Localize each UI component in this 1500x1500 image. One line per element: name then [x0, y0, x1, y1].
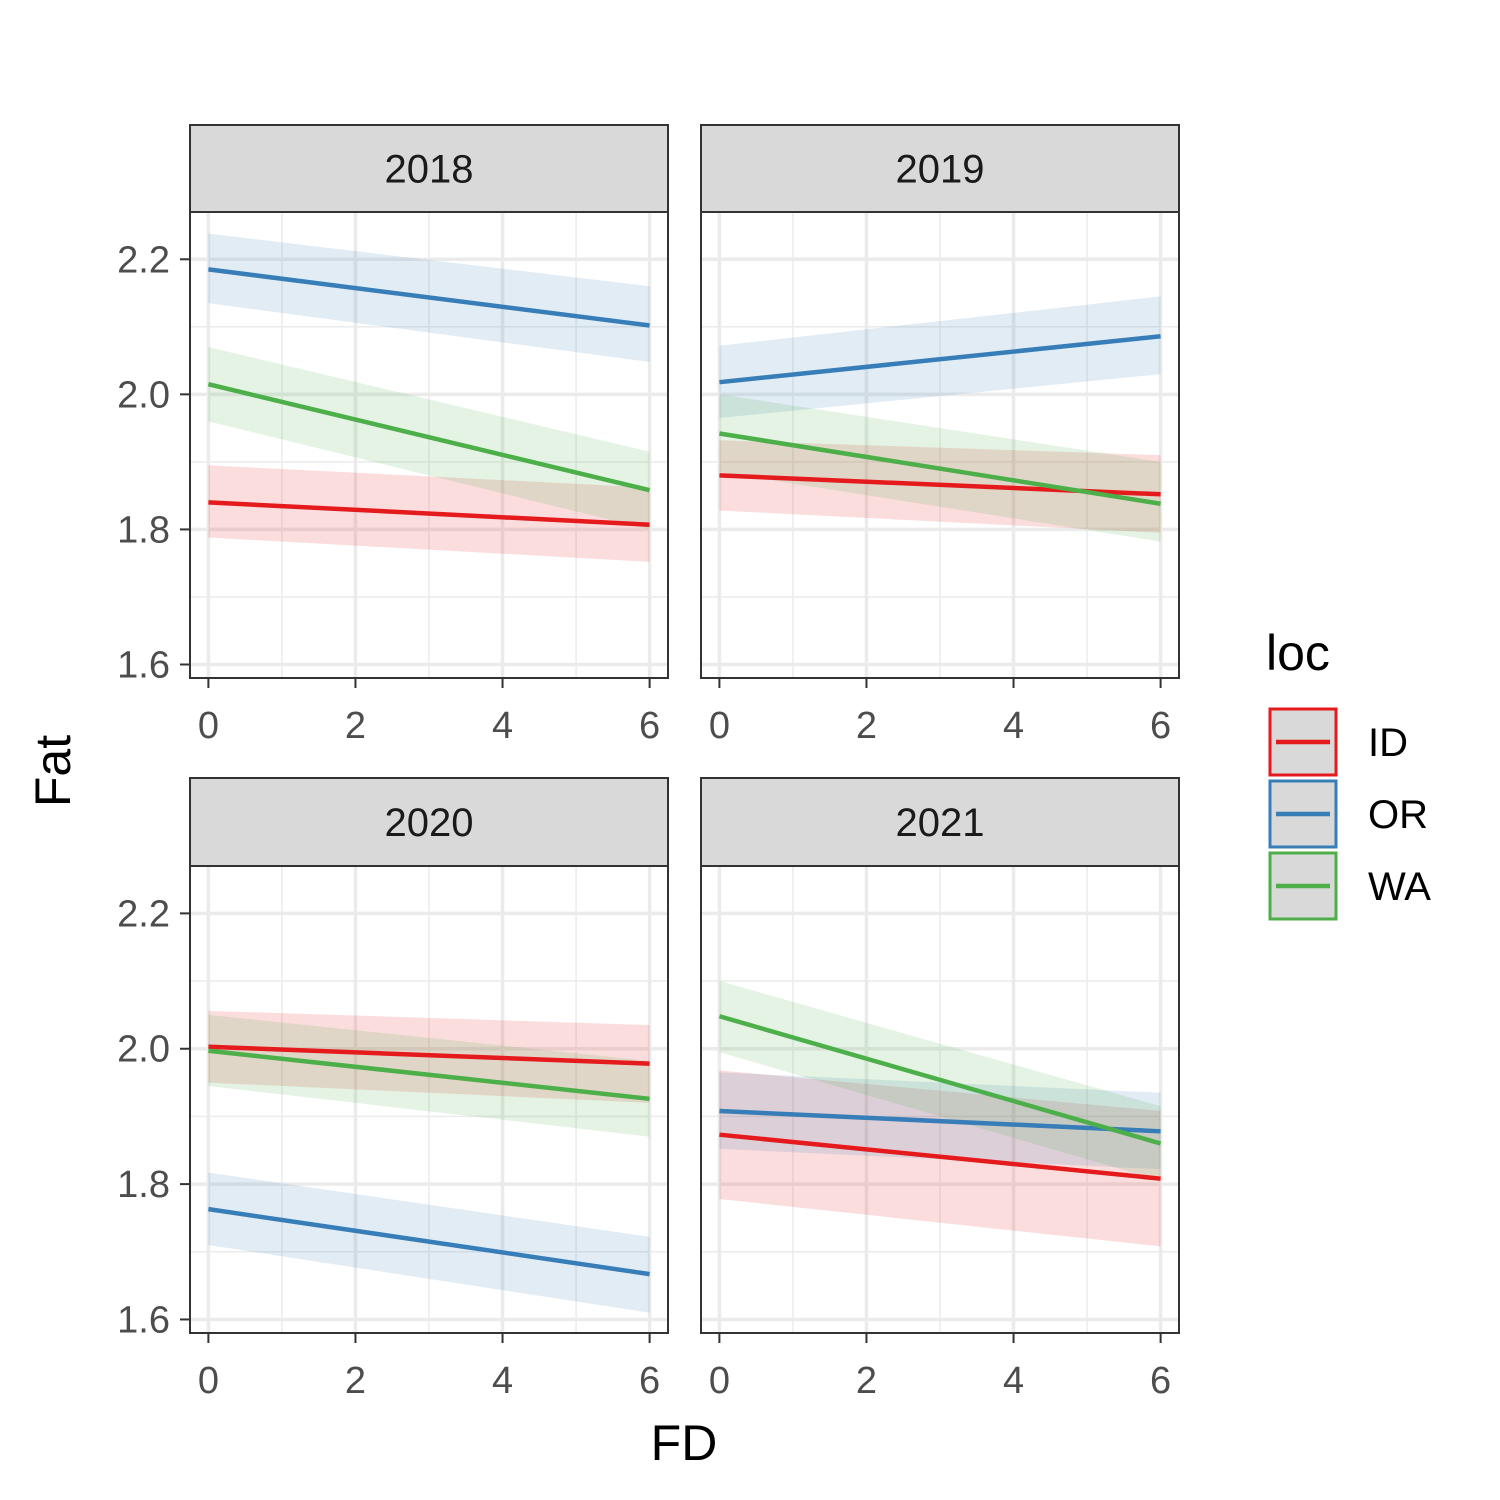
x-tick-label: 2 [345, 705, 366, 747]
x-tick-label: 2 [345, 1360, 366, 1402]
series-line-OR [208, 1206, 650, 1277]
x-tick-label: 6 [1150, 1360, 1171, 1402]
y-tick-label: 2.2 [117, 239, 170, 281]
facet-panel-2020: 2020 0 2 4 6 1.6 1.8 2.0 2.2 [117, 777, 669, 1402]
series-line-ID [208, 500, 650, 527]
x-tick-label: 0 [709, 1360, 730, 1402]
x-tick-label: 6 [639, 705, 660, 747]
facet-strip-label: 2019 [896, 148, 985, 192]
facet-strip [189, 777, 669, 867]
x-tick-label: 6 [639, 1360, 660, 1402]
y-axis-title: Fat [25, 735, 81, 807]
facet-panels: 2018 0 2 4 6 1.6 1.8 2.0 2.2 2019 0 2 4 6 2020 0 2 4 6 1.6 1… [117, 124, 1180, 1402]
x-tick-label: 4 [492, 1360, 513, 1402]
legend-label: OR [1368, 793, 1428, 837]
facet-strip [189, 124, 669, 213]
facet-panel-2021: 2021 0 2 4 6 [700, 777, 1180, 1402]
series-line-ID [208, 1044, 650, 1066]
y-tick-label: 1.8 [117, 509, 170, 551]
x-tick-label: 6 [1150, 705, 1171, 747]
panel-border [700, 865, 1180, 1334]
series-line-OR [719, 1108, 1161, 1134]
legend-item-OR: OR [1268, 779, 1428, 849]
panel-border [189, 211, 669, 679]
y-tick-label: 2.0 [117, 374, 170, 416]
legend-item-ID: ID [1268, 707, 1408, 777]
x-tick-label: 4 [1003, 705, 1024, 747]
x-tick-label: 4 [1003, 1360, 1024, 1402]
y-tick-label: 1.8 [117, 1164, 170, 1206]
series-line-OR [208, 267, 650, 328]
x-tick-label: 4 [492, 705, 513, 747]
facet-panel-2019: 2019 0 2 4 6 [700, 124, 1180, 747]
facet-strip-label: 2018 [385, 148, 474, 192]
y-tick-label: 2.0 [117, 1029, 170, 1071]
facet-strip-label: 2020 [385, 801, 474, 845]
x-tick-label: 0 [709, 705, 730, 747]
legend-item-WA: WA [1268, 851, 1431, 921]
x-tick-label: 2 [856, 1360, 877, 1402]
y-tick-label: 1.6 [117, 1299, 170, 1341]
series-line-WA [208, 1048, 650, 1102]
facet-strip-label: 2021 [896, 801, 985, 845]
x-tick-label: 0 [198, 705, 219, 747]
series-line-WA [207, 382, 651, 493]
series-line-ID [719, 1132, 1161, 1181]
x-axis-title: FD [651, 1415, 718, 1471]
x-tick-label: 2 [856, 705, 877, 747]
series-line-OR [719, 334, 1161, 385]
y-tick-label: 1.6 [117, 644, 170, 686]
legend-label: ID [1368, 721, 1408, 765]
panel-border [189, 865, 669, 1334]
legend: loc ID OR WA [1266, 625, 1431, 921]
y-tick-label: 2.2 [117, 893, 170, 935]
series-line-WA [718, 1014, 1162, 1146]
legend-title: loc [1266, 625, 1330, 681]
panel-border [700, 211, 1180, 679]
series-line-WA [719, 431, 1161, 506]
facet-strip [700, 124, 1180, 213]
facet-panel-2018: 2018 0 2 4 6 1.6 1.8 2.0 2.2 [117, 124, 669, 747]
legend-label: WA [1368, 865, 1431, 909]
x-tick-label: 0 [198, 1360, 219, 1402]
